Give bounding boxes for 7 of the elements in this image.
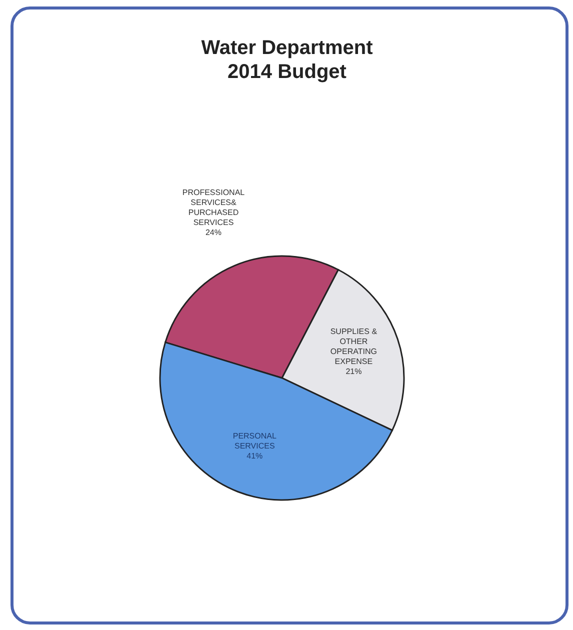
data-label: 41% xyxy=(246,452,263,461)
slice-label: PROFESSIONAL SERVICES& PURCHASED SERVICES xyxy=(182,188,246,227)
data-label: 21% xyxy=(346,366,362,376)
chart-title: Water Department 2014 Budget xyxy=(201,37,374,83)
data-label: 24% xyxy=(205,228,222,237)
slice-label: PERSONAL SERVICES xyxy=(232,432,277,451)
slice-label: SUPPLIES & OTHER OPERATING EXPENSE xyxy=(330,326,378,366)
